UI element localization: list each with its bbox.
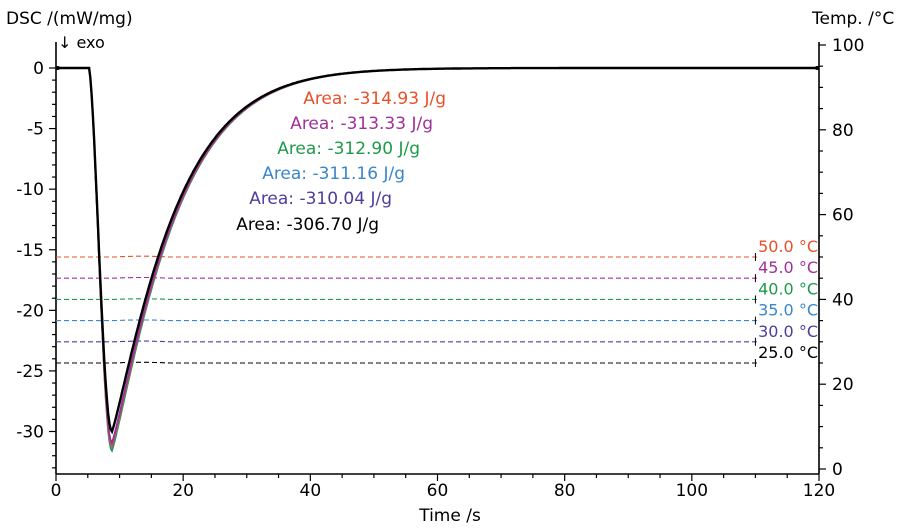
temperature-line bbox=[56, 276, 759, 279]
x-tick-label: 120 bbox=[803, 481, 835, 501]
x-tick-label: 100 bbox=[676, 481, 708, 501]
dsc-curve bbox=[56, 66, 818, 435]
dsc-curve bbox=[56, 67, 818, 450]
temperature-label: 40.0 °C bbox=[758, 279, 818, 298]
y-right-tick-label: 100 bbox=[832, 36, 864, 56]
x-tick-label: 40 bbox=[300, 481, 322, 501]
exo-indicator: ↓ exo bbox=[58, 33, 105, 52]
area-annotation: Area: -306.70 J/g bbox=[236, 215, 379, 235]
y-left-tick-label: 0 bbox=[33, 59, 44, 79]
temperature-label: 30.0 °C bbox=[758, 322, 818, 341]
y-left-tick-label: -5 bbox=[27, 120, 44, 140]
x-tick-label: 0 bbox=[51, 481, 62, 501]
temperature-label: 50.0 °C bbox=[758, 237, 818, 256]
temperature-label: 45.0 °C bbox=[758, 258, 818, 277]
baseline-end-marker bbox=[815, 66, 820, 70]
x-axis-label: Time /s bbox=[418, 506, 481, 524]
temperature-line bbox=[56, 255, 759, 258]
dsc-curve bbox=[56, 67, 818, 453]
dsc-curve bbox=[56, 67, 818, 446]
dsc-curves-group bbox=[55, 66, 820, 453]
dsc-curve bbox=[56, 67, 818, 445]
y-right-tick-label: 80 bbox=[832, 121, 854, 141]
y-left-axis-label: DSC /(mW/mg) bbox=[6, 9, 133, 29]
y-left-tick-label: -10 bbox=[16, 180, 44, 200]
area-annotation: Area: -313.33 J/g bbox=[290, 114, 433, 134]
y-right-tick-label: 20 bbox=[832, 375, 854, 395]
temperature-label: 25.0 °C bbox=[758, 343, 818, 362]
temperature-line bbox=[56, 340, 759, 343]
temperature-line bbox=[56, 298, 759, 300]
labels-group: DSC /(mW/mg) ↓ exo Temp. /°C Time /s 0 20… bbox=[6, 9, 894, 526]
x-tick-label: 80 bbox=[554, 481, 576, 501]
y-left-tick-label: -15 bbox=[16, 241, 44, 261]
y-right-tick-label: 60 bbox=[832, 206, 854, 226]
temperature-lines-group bbox=[56, 253, 759, 367]
area-annotation: Area: -310.04 J/g bbox=[249, 189, 392, 209]
baseline-start-marker bbox=[55, 66, 60, 70]
x-tick-label: 20 bbox=[172, 481, 194, 501]
y-right-tick-label: 40 bbox=[832, 290, 854, 310]
temperature-line bbox=[56, 361, 759, 364]
y-left-tick-label: -25 bbox=[16, 362, 44, 382]
area-annotation: Area: -311.16 J/g bbox=[262, 164, 405, 184]
y-left-tick-label: -30 bbox=[16, 423, 44, 443]
area-annotation: Area: -312.90 J/g bbox=[277, 139, 420, 159]
y-right-axis-label: Temp. /°C bbox=[811, 9, 894, 29]
axes-group bbox=[49, 42, 826, 481]
temperature-label: 35.0 °C bbox=[758, 301, 818, 320]
area-annotation: Area: -314.93 J/g bbox=[303, 89, 446, 109]
y-right-tick-label: 0 bbox=[832, 460, 843, 480]
temperature-line bbox=[56, 319, 759, 322]
x-tick-label: 60 bbox=[427, 481, 449, 501]
y-left-tick-label: -20 bbox=[16, 301, 44, 321]
